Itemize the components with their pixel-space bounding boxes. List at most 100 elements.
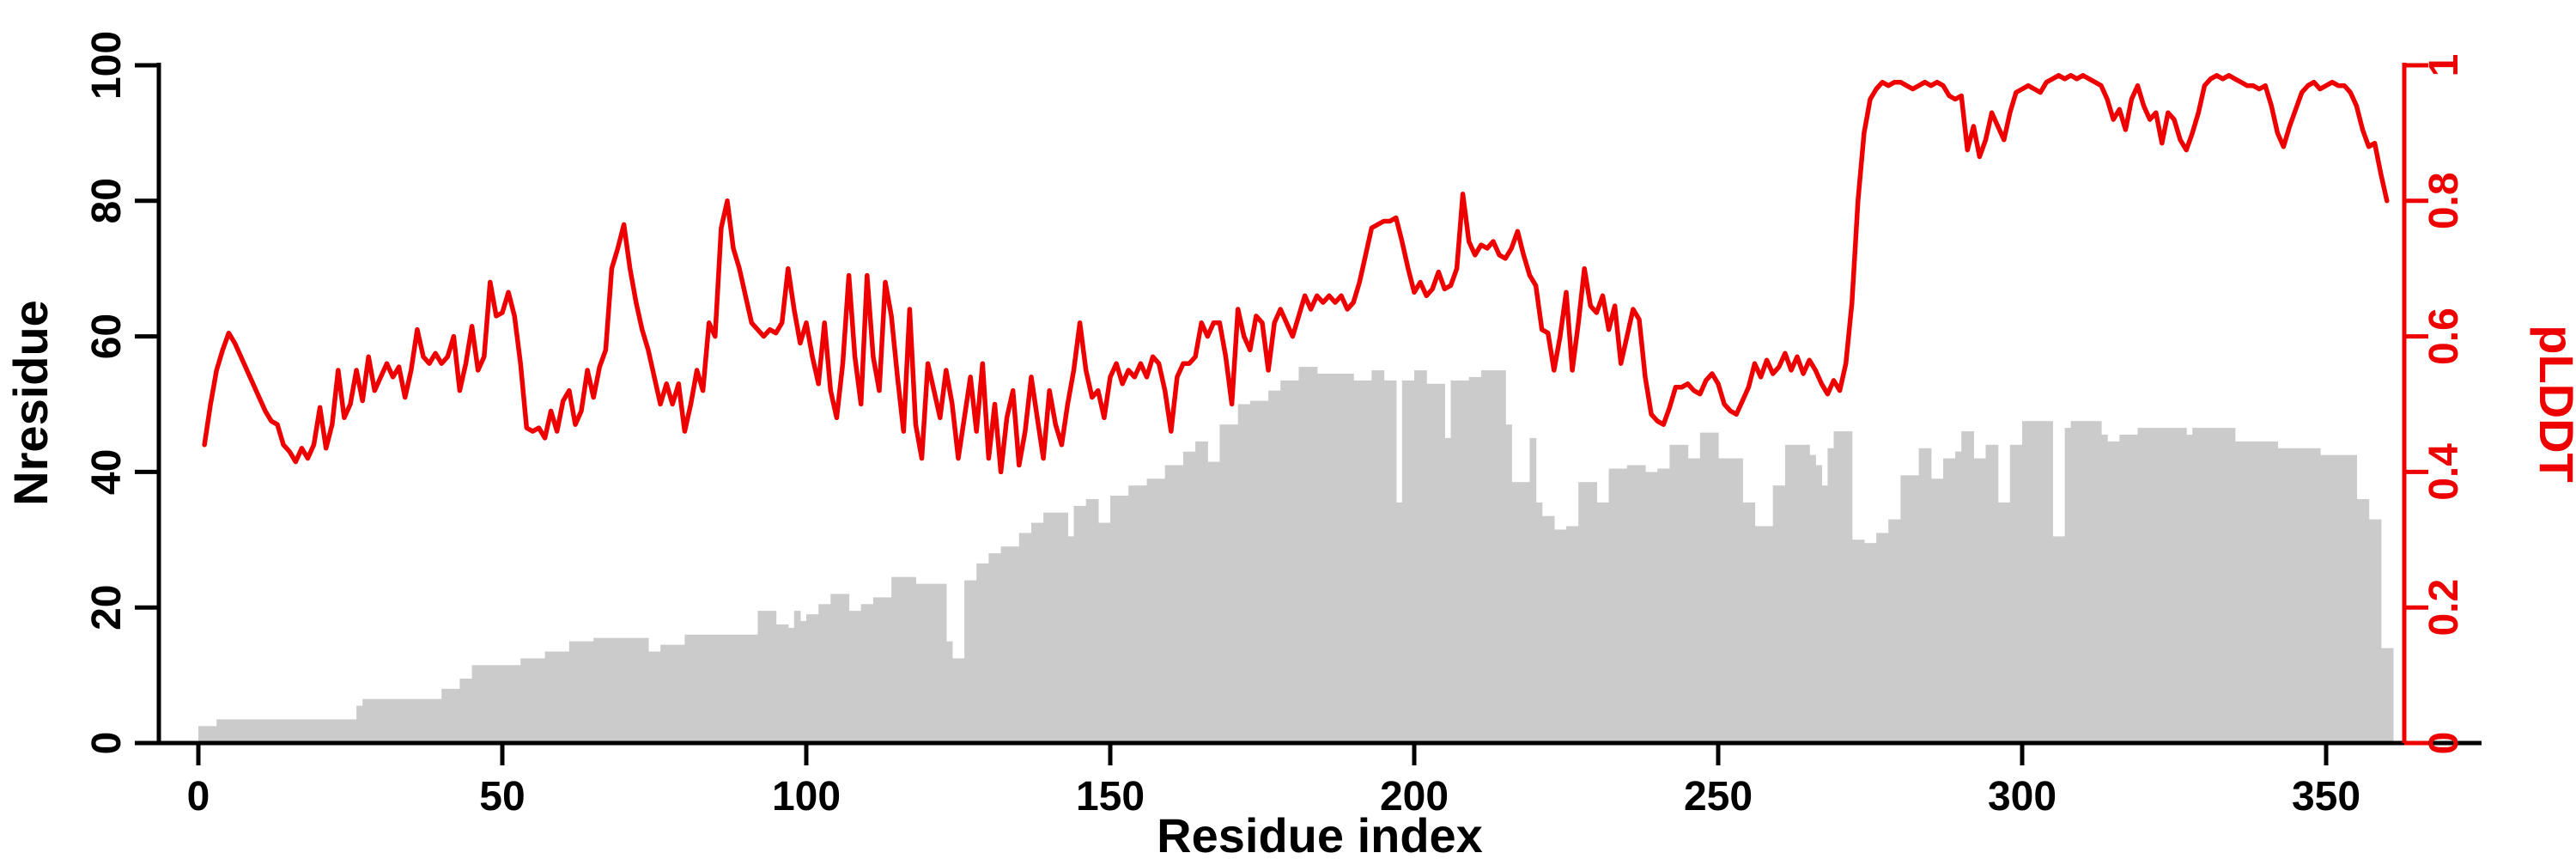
- x-axis-tick-label: 150: [1076, 774, 1145, 819]
- nresidue-bar: [2192, 428, 2236, 743]
- left-axis-tick-label: 80: [84, 178, 130, 223]
- nresidue-bar: [1000, 546, 1020, 743]
- nresidue-bar: [1450, 380, 1470, 743]
- nresidue-bar: [1128, 485, 1147, 743]
- nresidue-bar: [1742, 502, 1756, 743]
- nresidue-bar: [684, 634, 758, 743]
- nresidue-bar: [1031, 522, 1044, 743]
- right-axis-tick-label: 0.8: [2421, 172, 2467, 229]
- nresidue-bar: [1626, 465, 1646, 743]
- nresidue-bar: [1468, 376, 1482, 743]
- nresidue-bar: [1553, 529, 1567, 743]
- x-axis-tick-label: 350: [2292, 774, 2360, 819]
- nresidue-bar: [2064, 428, 2072, 743]
- nresidue-bar: [1535, 502, 1543, 743]
- x-axis-title: Residue index: [1157, 808, 1483, 859]
- right-axis-title: pLDDT: [2530, 325, 2576, 483]
- nresidue-bar: [1815, 465, 1822, 743]
- right-axis-tick-label: 0: [2421, 732, 2467, 755]
- nresidue-bar: [1018, 533, 1032, 743]
- nresidue-bar: [1207, 461, 1221, 743]
- nresidue-bar: [1414, 370, 1427, 743]
- nresidue-bar: [988, 553, 1002, 743]
- right-axis-tick-label: 1: [2421, 54, 2467, 77]
- nresidue-bar: [1669, 444, 1689, 743]
- nresidue-bar: [459, 679, 473, 743]
- nresidue-bar: [806, 614, 819, 743]
- left-axis-tick-label: 0: [84, 732, 130, 755]
- nresidue-bar: [2277, 448, 2321, 743]
- nresidue-bar: [1371, 370, 1385, 743]
- nresidue-bar: [471, 665, 521, 743]
- nresidue-bar: [1985, 444, 1999, 743]
- nresidue-bar: [568, 641, 594, 743]
- nresidue-bar: [1146, 478, 1166, 743]
- nresidue-bar: [1687, 458, 1701, 743]
- nresidue-bar: [362, 698, 442, 743]
- nresidue-bar: [1480, 370, 1506, 743]
- nresidue-bar: [775, 624, 789, 743]
- nresidue-bar: [976, 563, 989, 743]
- nresidue-bar: [2052, 536, 2066, 743]
- left-axis-title: Nresidue: [3, 300, 58, 506]
- nresidue-bar: [1505, 424, 1512, 743]
- nresidue-bar: [544, 651, 570, 743]
- nresidue-bar: [964, 580, 977, 743]
- nresidue-bar: [1900, 475, 1920, 743]
- nresidue-bar: [2368, 519, 2382, 743]
- nresidue-bar: [2319, 454, 2357, 743]
- nresidue-bar: [2234, 441, 2278, 743]
- left-axis-tick-label: 100: [84, 31, 130, 100]
- nresidue-bar: [1973, 458, 1987, 743]
- nresidue-bar: [1930, 478, 1944, 743]
- nresidue-bar: [2380, 648, 2394, 743]
- nresidue-bar: [1754, 526, 1774, 743]
- nresidue-bar: [951, 658, 965, 743]
- nresidue-bar: [1219, 424, 1239, 743]
- nresidue-bar: [1383, 380, 1397, 743]
- nresidue-bar: [647, 651, 661, 743]
- nresidue-bar: [2186, 435, 2193, 743]
- nresidue-bar: [1511, 482, 1531, 743]
- nresidue-bar: [1699, 432, 1719, 743]
- plddt-line-series: [202, 73, 2390, 475]
- nresidue-bar: [1401, 380, 1415, 743]
- nresidue-bar: [1827, 448, 1835, 743]
- nresidue-bar: [198, 726, 217, 743]
- nresidue-bar: [860, 604, 874, 743]
- x-axis-tick-label: 100: [772, 774, 841, 819]
- nresidue-bar: [441, 688, 460, 743]
- nresidue-bar: [793, 611, 801, 743]
- nresidue-bar: [1183, 451, 1196, 743]
- left-axis-tick-label: 40: [84, 449, 130, 495]
- nresidue-bar: [1888, 519, 1901, 743]
- nresidue-bar: [818, 604, 831, 743]
- nresidue-bar: [799, 621, 807, 743]
- nresidue-bar: [1943, 458, 1956, 743]
- nresidue-bar: [1353, 380, 1372, 743]
- nresidue-bar: [2119, 435, 2139, 743]
- nresidue-bar: [1268, 390, 1281, 743]
- nresidue-bar: [1541, 515, 1555, 743]
- nresidue-bar: [757, 611, 777, 743]
- nresidue-bar: [1237, 404, 1251, 743]
- left-axis-tick-label: 60: [84, 314, 130, 359]
- right-axis-tick-label: 0.6: [2421, 308, 2467, 365]
- nresidue-bar: [1164, 465, 1184, 743]
- nresidue-bar: [830, 594, 850, 743]
- nresidue-bar: [1249, 400, 1269, 743]
- nresidue-bar: [891, 576, 916, 743]
- nresidue-bar: [2356, 499, 2370, 743]
- nresidue-bar: [1809, 454, 1816, 743]
- nresidue-bar: [1110, 496, 1129, 743]
- nresidue-bar: [1608, 468, 1628, 743]
- nresidue-bar: [1863, 543, 1877, 743]
- nresidue-bar: [2101, 435, 2108, 743]
- nresidue-bar: [1657, 468, 1670, 743]
- nresidue-bars-series: [198, 367, 2394, 743]
- nresidue-bar: [1596, 502, 1610, 743]
- nresidue-bar: [1566, 526, 1579, 743]
- plddt-line: [202, 73, 2390, 475]
- nresidue-bar: [1645, 472, 1658, 743]
